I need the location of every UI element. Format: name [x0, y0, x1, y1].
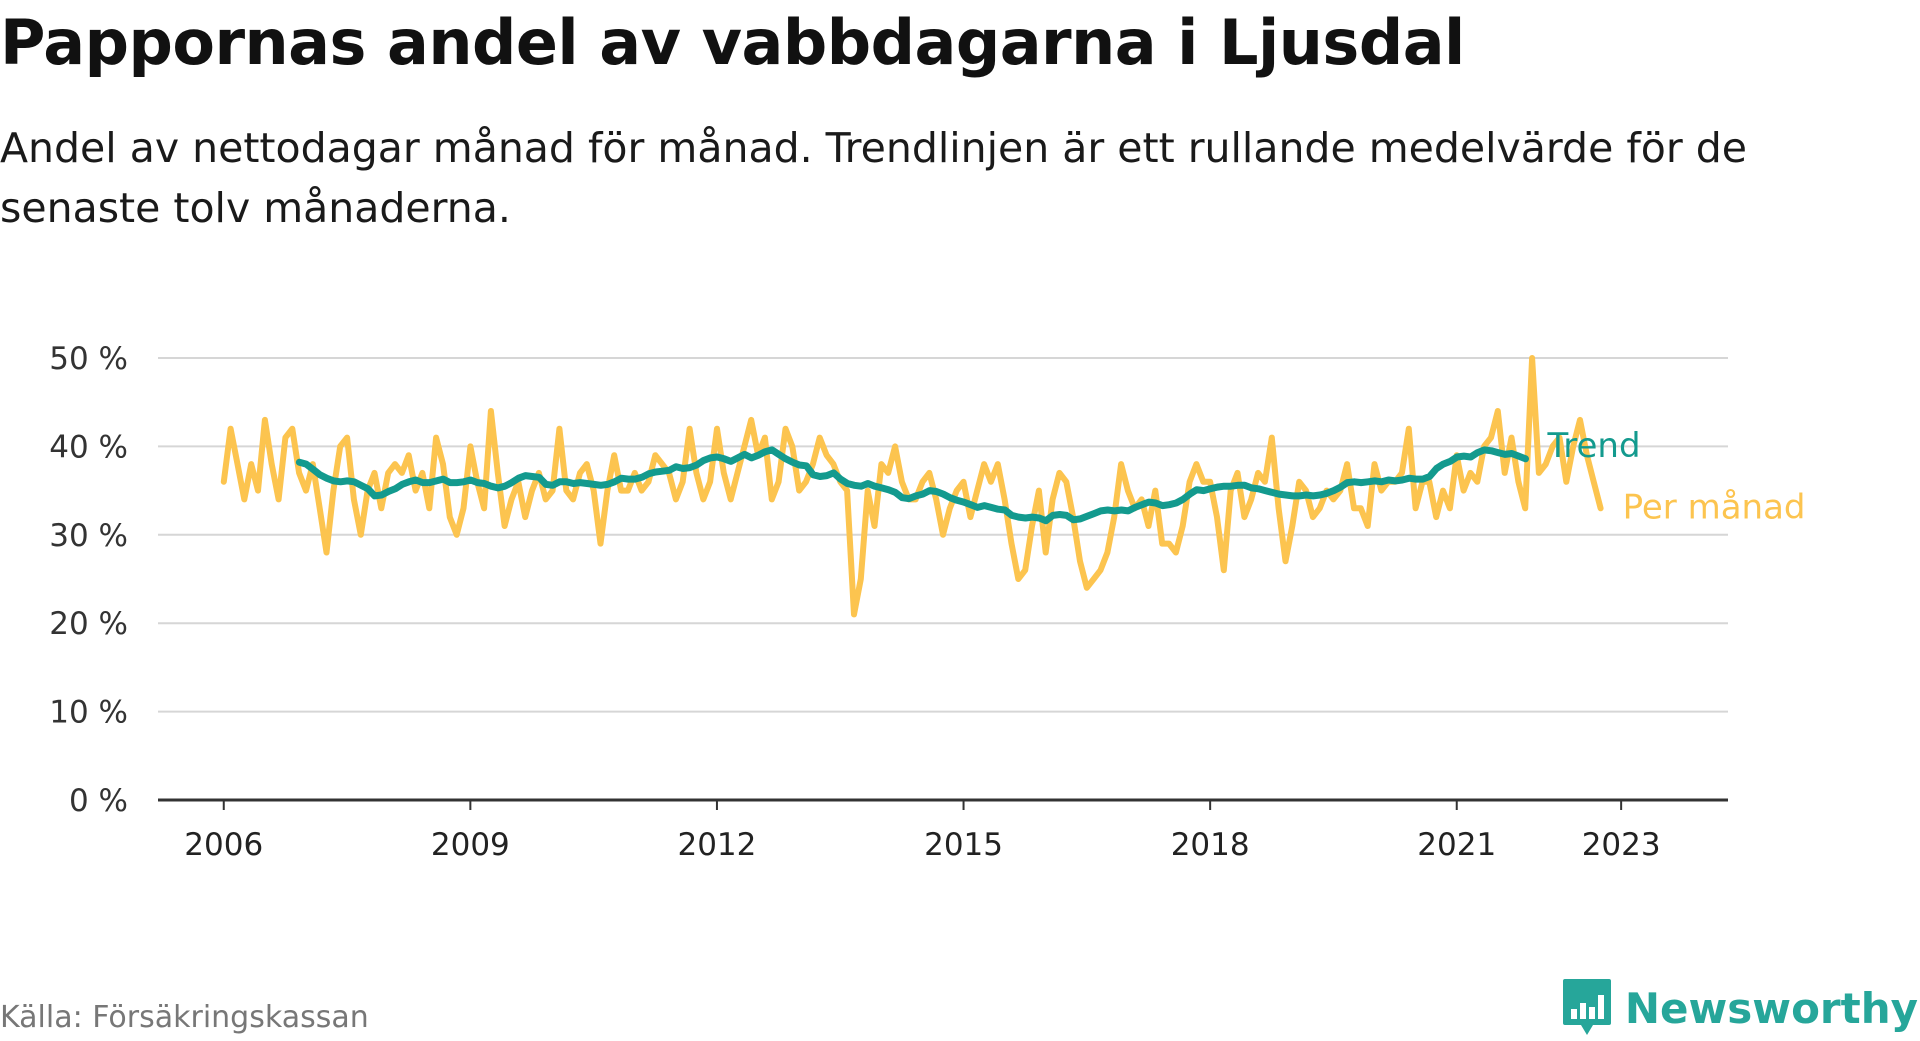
y-tick-label: 10 %	[49, 695, 128, 731]
x-tick-label: 2012	[677, 827, 756, 863]
y-tick-label: 50 %	[49, 341, 128, 377]
x-tick-label: 2015	[924, 827, 1003, 863]
x-tick-label: 2023	[1582, 827, 1661, 863]
x-tick-label: 2009	[431, 827, 510, 863]
brand-logo: Newsworthy	[1561, 975, 1918, 1041]
brand-name: Newsworthy	[1624, 983, 1918, 1033]
monthly-series-label: Per månad	[1623, 487, 1806, 527]
trend-line	[295, 446, 1529, 525]
x-tick-label: 2006	[184, 827, 263, 863]
line-chart: 0 % 10 % 20 % 30 % 40 % 50 % 2006 2009 2012 2015…	[49, 341, 1806, 863]
y-tick-label: 20 %	[49, 606, 128, 642]
y-tick-label: 30 %	[49, 518, 128, 554]
trend-series-label: Trend	[1547, 426, 1641, 466]
series	[220, 355, 1604, 618]
bar-chart-speech-bubble-icon	[1562, 979, 1611, 1035]
monthly-line	[220, 355, 1604, 618]
source-note: Källa: Försäkringskassan	[0, 1000, 369, 1035]
x-axis: 2006 2009 2012 2015 2018 2021 2023	[158, 798, 1728, 863]
y-tick-label: 40 %	[49, 429, 128, 465]
x-tick-label: 2021	[1417, 827, 1496, 863]
chart-title: Pappornas andel av vabbdagarna i Ljusdal	[0, 6, 1465, 79]
series-labels: Trend Per månad	[1547, 426, 1806, 528]
chart-subtitle: Andel av nettodagar månad för månad. Tre…	[0, 124, 1747, 232]
y-tick-label: 0 %	[69, 783, 128, 819]
y-axis: 0 % 10 % 20 % 30 % 40 % 50 %	[49, 341, 128, 819]
x-tick-label: 2018	[1171, 827, 1250, 863]
